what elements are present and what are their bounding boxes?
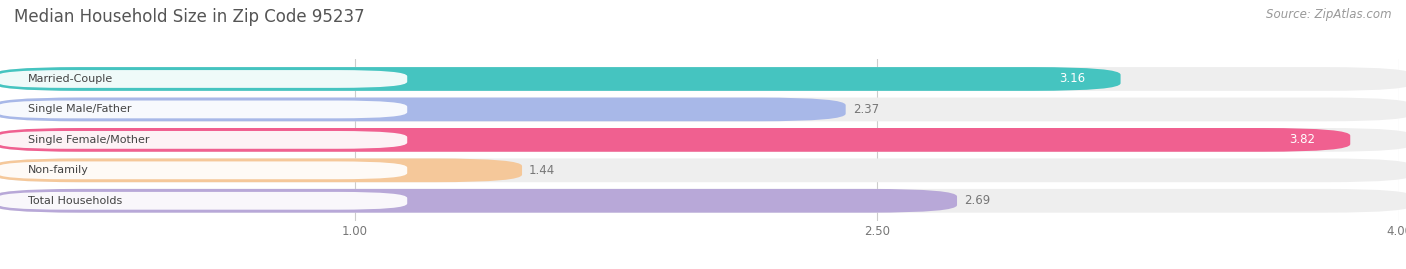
Text: 2.37: 2.37 <box>852 103 879 116</box>
Text: Single Female/Mother: Single Female/Mother <box>28 135 149 145</box>
FancyBboxPatch shape <box>0 98 845 121</box>
FancyBboxPatch shape <box>0 158 522 182</box>
FancyBboxPatch shape <box>0 131 408 149</box>
FancyBboxPatch shape <box>0 128 1406 152</box>
FancyBboxPatch shape <box>0 189 957 213</box>
Text: Total Households: Total Households <box>28 196 122 206</box>
FancyBboxPatch shape <box>0 101 408 118</box>
FancyBboxPatch shape <box>0 189 1406 213</box>
Text: Single Male/Father: Single Male/Father <box>28 104 131 114</box>
FancyBboxPatch shape <box>0 67 1406 91</box>
FancyBboxPatch shape <box>0 158 1406 182</box>
FancyBboxPatch shape <box>0 98 1406 121</box>
Text: Married-Couple: Married-Couple <box>28 74 112 84</box>
Text: Non-family: Non-family <box>28 165 89 175</box>
FancyBboxPatch shape <box>0 67 1121 91</box>
Text: 1.44: 1.44 <box>529 164 555 177</box>
FancyBboxPatch shape <box>0 161 408 179</box>
Text: 3.16: 3.16 <box>1060 72 1085 86</box>
Text: Source: ZipAtlas.com: Source: ZipAtlas.com <box>1267 8 1392 21</box>
Text: 2.69: 2.69 <box>965 194 990 207</box>
Text: 3.82: 3.82 <box>1289 133 1316 146</box>
FancyBboxPatch shape <box>0 192 408 210</box>
FancyBboxPatch shape <box>0 70 408 88</box>
FancyBboxPatch shape <box>0 128 1350 152</box>
Text: Median Household Size in Zip Code 95237: Median Household Size in Zip Code 95237 <box>14 8 364 26</box>
